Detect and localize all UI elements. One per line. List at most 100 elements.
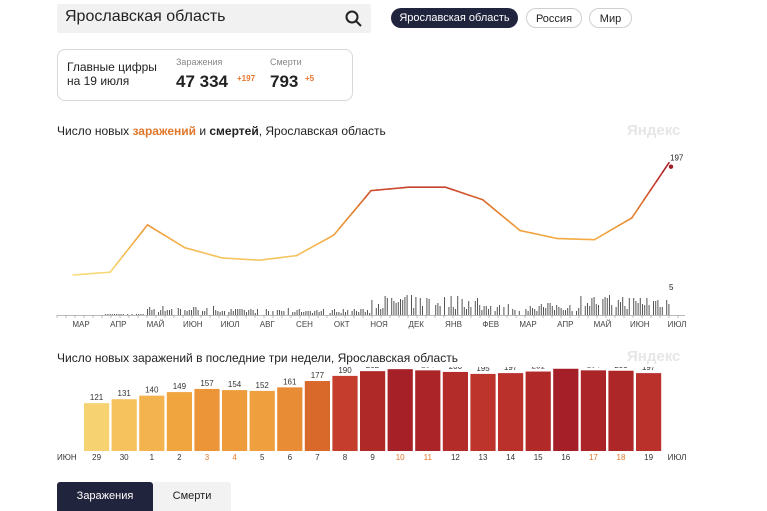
month-start-label: ИЮН (57, 453, 77, 462)
deaths-bar (455, 309, 456, 315)
bar (304, 381, 330, 451)
deaths-bar (193, 307, 195, 315)
yandex-watermark: Яндекс (627, 122, 681, 139)
deaths-bar (644, 305, 646, 315)
x-tick-label: МАЙ (594, 320, 612, 329)
deaths-bar (301, 312, 302, 315)
deaths-bar (204, 311, 206, 315)
x-tick-label: ИЮН (183, 320, 203, 329)
infections-segment (165, 235, 174, 241)
bar-value-label: 190 (338, 367, 352, 375)
infections-segment (599, 231, 608, 237)
deaths-bar (248, 310, 250, 315)
deaths-bar (560, 308, 562, 315)
deaths-bar (527, 311, 529, 315)
search-icon[interactable] (345, 10, 363, 28)
deaths-bar (312, 313, 313, 315)
title-part: , Ярославская область (258, 124, 386, 138)
x-tick-label: 12 (451, 453, 460, 462)
bar-value-label: 197 (504, 367, 518, 372)
search-box[interactable]: Ярославская область (57, 4, 371, 33)
deaths-bar (620, 302, 621, 315)
cases-delta: +197 (237, 74, 256, 83)
deaths-bar (158, 312, 159, 315)
deaths-bar (514, 310, 516, 315)
x-tick-label: МАЙ (147, 320, 165, 329)
infections-segment (500, 214, 509, 222)
deaths-bar (171, 309, 173, 315)
deaths-bar (536, 311, 538, 315)
tab-infections[interactable]: Заражения (57, 482, 153, 511)
region-button-russia[interactable]: Россия (526, 8, 582, 28)
deaths-bar (298, 309, 300, 315)
infections-segment (214, 255, 223, 259)
x-tick-label: 14 (506, 453, 515, 462)
search-input[interactable]: Ярославская область (65, 8, 226, 25)
month-end-label: ИЮЛ (668, 453, 687, 462)
deaths-bar (356, 311, 357, 315)
infections-segment (339, 219, 347, 229)
deaths-bar (666, 300, 668, 315)
deaths-bar (466, 309, 467, 315)
title-part: Число новых (57, 124, 133, 138)
infections-segment (109, 263, 118, 273)
deaths-bar (147, 309, 148, 315)
deaths-bar (562, 310, 564, 315)
deaths-bar (382, 308, 384, 315)
deaths-bar (461, 299, 463, 315)
deaths-label: Смерти (270, 57, 302, 67)
deaths-bar (580, 296, 582, 315)
deaths-bar (402, 300, 404, 315)
x-tick-label: АПР (110, 320, 126, 329)
deaths-bar (136, 314, 137, 315)
deaths-bar (439, 306, 441, 315)
deaths-bar (499, 305, 500, 315)
bar (194, 388, 220, 451)
infections-segment (128, 239, 136, 250)
tab-deaths[interactable]: Смерти (153, 482, 231, 511)
deaths-bar (197, 310, 199, 315)
deaths-bar (122, 314, 124, 315)
infections-segment (283, 255, 292, 258)
infections-segment (457, 190, 465, 195)
x-tick-label: 3 (205, 453, 210, 462)
deaths-bar (287, 308, 289, 315)
x-tick-label: 9 (370, 453, 375, 462)
deaths-bar (329, 313, 331, 315)
deaths-bar (477, 298, 478, 315)
infections-segment (649, 180, 658, 192)
deaths-bar (318, 312, 320, 315)
deaths-bar (397, 302, 399, 315)
infections-segment (295, 251, 304, 257)
deaths-bar (391, 298, 393, 315)
deaths-bar (149, 307, 151, 315)
infections-segment (202, 251, 211, 256)
title-infections: заражений (132, 124, 196, 138)
region-button-world[interactable]: Мир (589, 8, 632, 28)
deaths-bar (138, 314, 140, 315)
x-tick-label: МАР (519, 320, 536, 329)
deaths-bar (591, 298, 593, 315)
infections-segment (531, 232, 540, 236)
x-tick-label: ИЮН (630, 320, 650, 329)
bar-value-label: 154 (228, 380, 242, 389)
deaths-bar (153, 309, 155, 315)
region-button-yaroslavl[interactable]: Ярославская область (391, 8, 518, 28)
deaths-bar (219, 312, 221, 315)
deaths-bar (661, 307, 663, 315)
x-tick-label: 13 (479, 453, 488, 462)
deaths-bar (400, 299, 401, 315)
deaths-bar (241, 309, 243, 315)
infections-segment (152, 227, 161, 234)
infections-segment (637, 198, 645, 210)
deaths-bar (598, 305, 599, 315)
x-tick-label: СЕН (296, 320, 313, 329)
title-part: и (196, 124, 210, 138)
deaths-bar (558, 307, 560, 315)
deaths-bar (646, 298, 648, 315)
deaths-bar (140, 314, 142, 315)
x-tick-label: 19 (644, 453, 653, 462)
deaths-bar (604, 297, 606, 315)
deaths-bar (281, 311, 283, 315)
x-tick-label: 30 (120, 453, 129, 462)
